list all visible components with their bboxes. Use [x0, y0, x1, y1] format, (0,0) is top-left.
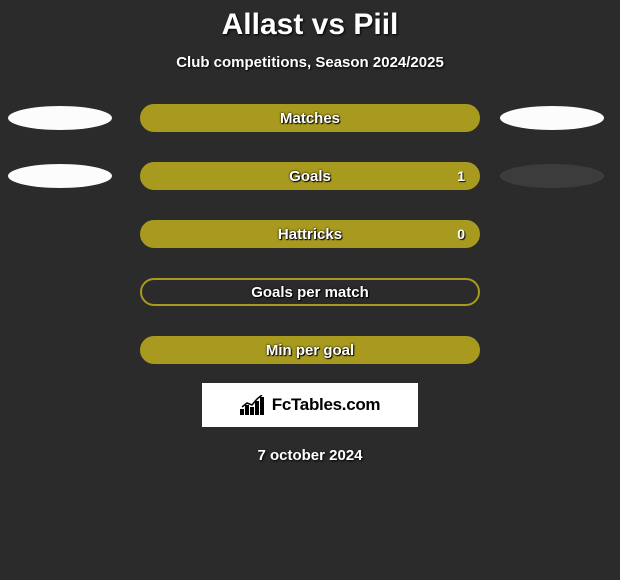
stat-bar: Hattricks 0 [140, 220, 480, 248]
stat-row-min-per-goal: Min per goal [0, 335, 620, 365]
stat-row-goals: Goals 1 [0, 161, 620, 191]
page-subtitle: Club competitions, Season 2024/2025 [176, 54, 444, 71]
stat-label: Goals per match [251, 284, 369, 301]
stat-row-goals-per-match: Goals per match [0, 277, 620, 307]
brand-text: FcTables.com [272, 395, 381, 415]
stat-value: 0 [457, 226, 465, 242]
stat-label: Hattricks [278, 226, 342, 243]
right-marker [500, 164, 604, 188]
stat-rows: Matches Goals 1 Hattricks 0 Goals per ma… [0, 103, 620, 365]
stat-row-matches: Matches [0, 103, 620, 133]
date-text: 7 october 2024 [257, 447, 362, 464]
left-marker [8, 106, 112, 130]
stat-label: Matches [280, 110, 340, 127]
right-marker [500, 106, 604, 130]
stat-row-hattricks: Hattricks 0 [0, 219, 620, 249]
stat-bar: Matches [140, 104, 480, 132]
stat-label: Min per goal [266, 342, 354, 359]
stats-card: Allast vs Piil Club competitions, Season… [0, 0, 620, 464]
stat-bar: Min per goal [140, 336, 480, 364]
brand-logo: FcTables.com [202, 383, 418, 427]
stat-value: 1 [457, 168, 465, 184]
stat-bar: Goals 1 [140, 162, 480, 190]
left-marker [8, 164, 112, 188]
stat-bar: Goals per match [140, 278, 480, 306]
page-title: Allast vs Piil [222, 8, 399, 42]
bars-icon [240, 395, 268, 415]
stat-label: Goals [289, 168, 331, 185]
